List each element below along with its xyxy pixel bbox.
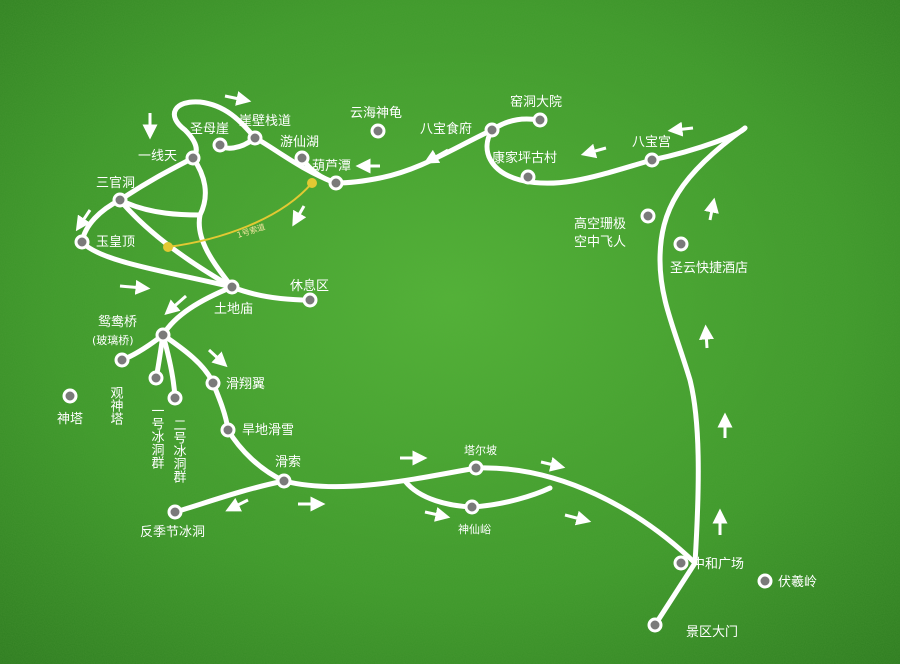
marker-yuhuang-ding[interactable] <box>74 234 90 250</box>
arrow-icon <box>704 197 719 221</box>
label-shen-ta: 神塔 <box>57 412 83 427</box>
marker-tudi-miao[interactable] <box>224 279 240 295</box>
marker-taer-po[interactable] <box>468 460 484 476</box>
marker-youxian-hu[interactable] <box>294 150 310 166</box>
marker-sanguan-dong[interactable] <box>112 192 128 208</box>
label-tudi-miao: 土地庙 <box>214 302 253 317</box>
label-sanguan-dong: 三官洞 <box>96 175 135 191</box>
arrow-icon <box>207 348 228 368</box>
label-yaxi-zhandao: 崖壁栈道 <box>239 114 291 129</box>
marker-shengmu-ya[interactable] <box>212 137 228 153</box>
marker-babao-shifu[interactable] <box>484 122 500 138</box>
marker-zhonghe-guangchang[interactable] <box>673 555 689 571</box>
label-kangjia-paigucun: 康家坪古村 <box>492 150 557 166</box>
arrow-icon <box>224 91 252 106</box>
label-guan-shen-ta: 观神塔 <box>108 386 124 425</box>
label-youxian-hu: 游仙湖 <box>280 135 319 150</box>
label-yunhai-shengui: 云海神龟 <box>350 106 402 121</box>
marker-babao-gong[interactable] <box>644 152 660 168</box>
marker-yihao-bingdong[interactable] <box>148 370 164 386</box>
arrow-icon <box>119 279 151 295</box>
label-yaodong-dayuan: 窑洞大院 <box>510 94 562 110</box>
label-boli-qiao: (玻璃桥) <box>92 333 134 347</box>
arrow-icon <box>667 121 694 137</box>
arrow-icon <box>75 209 92 232</box>
marker-kangjia-paigucun[interactable] <box>520 169 536 185</box>
direction-arrows <box>75 91 733 535</box>
marker-hulu-tan[interactable] <box>328 175 344 191</box>
label-gaokong-shanban: 高空珊极 <box>574 216 626 232</box>
marker-yaxi-zhandao[interactable] <box>247 130 263 146</box>
arrow-icon <box>424 507 451 522</box>
arrow-icon <box>540 456 566 472</box>
label-erhao-bingdong: 二号冰洞群 <box>171 418 187 483</box>
marker-shen-ta[interactable] <box>62 388 78 404</box>
cableway-station-top <box>307 178 317 188</box>
label-babao-gong: 八宝宫 <box>632 135 671 150</box>
arrow-icon <box>292 205 307 227</box>
marker-yunhai-shengui[interactable] <box>370 123 386 139</box>
arrow-icon <box>564 510 592 526</box>
marker-shengyun-hotel[interactable] <box>673 236 689 252</box>
label-taer-po: 塔尔坡 <box>464 444 497 457</box>
marker-handi-huaxue[interactable] <box>220 422 236 438</box>
arrow-icon <box>164 294 187 315</box>
location-markers <box>62 112 773 633</box>
marker-shenxian-yu[interactable] <box>464 499 480 515</box>
marker-erhao-bingdong[interactable] <box>167 390 183 406</box>
label-shenxian-yu: 神仙峪 <box>458 522 491 536</box>
place-labels: 云海神龟 窑洞大院 八宝食府 崖壁栈道 圣母崖 游仙湖 一线天 葫芦潭 康家坪古… <box>57 94 817 640</box>
label-kongzhong-feiren: 空中飞人 <box>574 235 626 250</box>
label-yuhuang-ding: 玉皇顶 <box>96 235 135 250</box>
arrow-icon <box>423 148 449 164</box>
label-hulu-tan: 葫芦潭 <box>312 159 351 174</box>
marker-hua-suo[interactable] <box>276 473 292 489</box>
cableway-station-bottom <box>163 242 173 252</box>
marker-yixiantian[interactable] <box>185 150 201 166</box>
cableway-line <box>167 182 313 248</box>
arrow-icon <box>580 143 607 159</box>
marker-jingqu-damen[interactable] <box>647 617 663 633</box>
label-fanjijie-bingdong: 反季节冰洞 <box>140 525 205 540</box>
label-babao-shifu: 八宝食府 <box>420 121 472 137</box>
marker-guan-shen-ta[interactable] <box>114 352 130 368</box>
marker-yuanyang-qiao[interactable] <box>155 327 171 343</box>
arrow-icon <box>698 324 714 349</box>
label-xiuxi-qu: 休息区 <box>290 278 329 294</box>
label-yuanyang-qiao: 鸳鸯桥 <box>98 315 137 330</box>
marker-xiuxi-qu[interactable] <box>302 292 318 308</box>
marker-fuxi-ling[interactable] <box>757 573 773 589</box>
marker-gaokong[interactable] <box>640 208 656 224</box>
label-jingqu-damen: 景区大门 <box>686 625 738 640</box>
label-shengyun-hotel: 圣云快捷酒店 <box>670 261 748 276</box>
label-fuxi-ling: 伏羲岭 <box>778 575 817 590</box>
label-zhonghe-guangchang: 中和广场 <box>692 557 744 572</box>
label-huaxiang-yi: 滑翔翼 <box>226 377 265 392</box>
marker-huaxiang-yi[interactable] <box>205 375 221 391</box>
label-hua-suo: 滑索 <box>275 455 301 470</box>
marker-fanjijie-bingdong[interactable] <box>167 504 183 520</box>
label-shengmu-ya: 圣母崖 <box>190 122 229 137</box>
label-handi-huaxue: 旱地滑雪 <box>242 423 294 438</box>
label-yihao-bingdong: 一号冰洞群 <box>149 404 165 469</box>
label-yixiantian: 一线天 <box>138 149 177 164</box>
arrow-icon <box>225 497 249 512</box>
marker-yaodong-dayuan[interactable] <box>532 112 548 128</box>
